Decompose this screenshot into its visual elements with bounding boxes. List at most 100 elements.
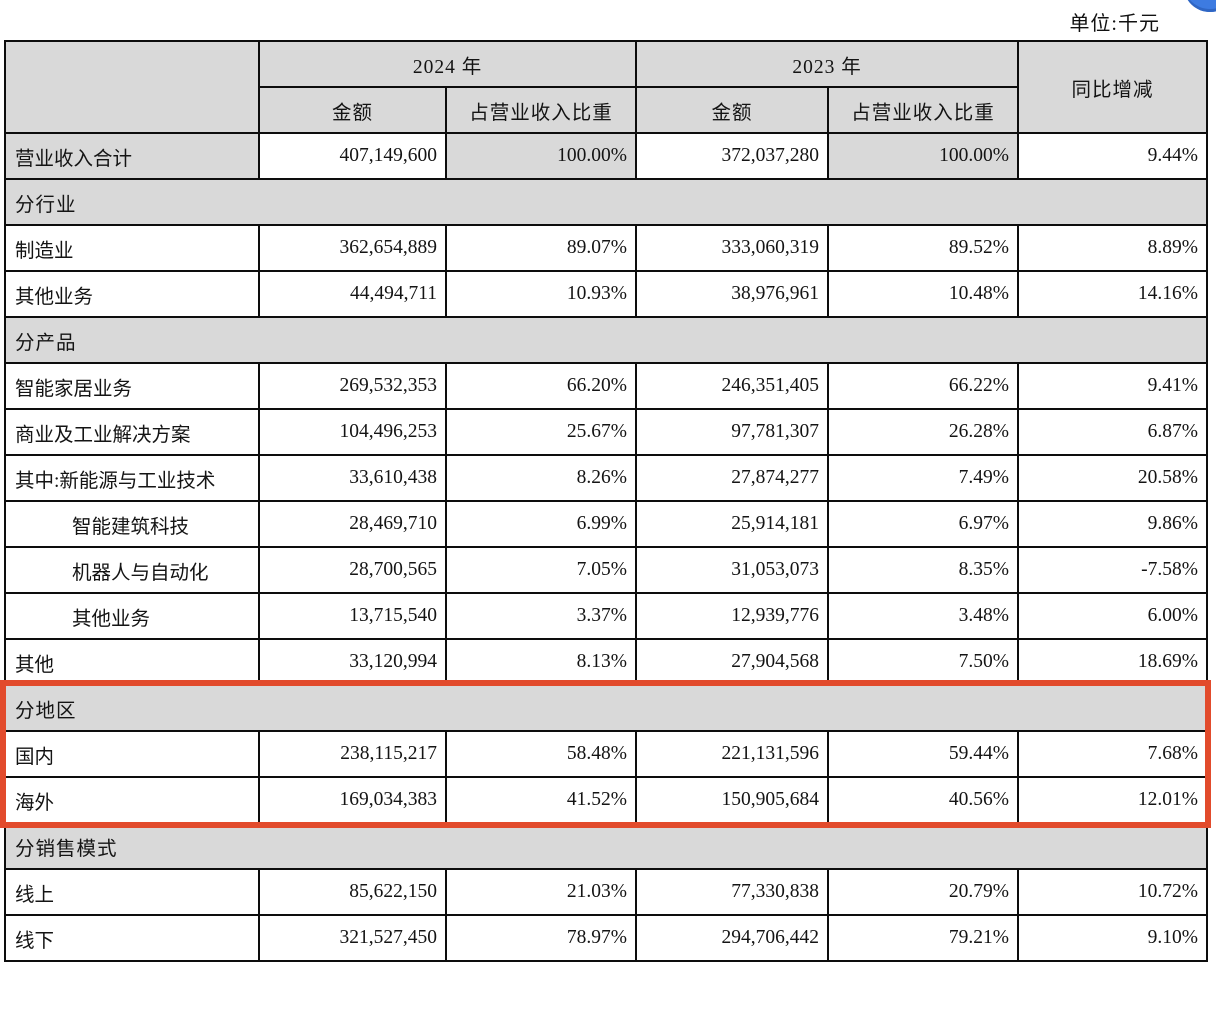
table-row: 机器人与自动化 28,700,565 7.05% 31,053,073 8.35% -7.…	[4, 546, 1209, 594]
amount-2024-cell: 169,034,383	[258, 776, 447, 824]
table-row: 智能建筑科技 28,469,710 6.99% 25,914,181 6.97% 9.86…	[4, 500, 1209, 548]
yoy-cell: 20.58%	[1017, 454, 1209, 502]
amount-2024-cell: 321,527,450	[258, 914, 447, 962]
row-label: 线上	[4, 868, 260, 916]
amount-2024-cell: 104,496,253	[258, 408, 447, 456]
section-row: 分产品	[3, 316, 1209, 364]
section-label: 分地区	[3, 684, 1209, 732]
yoy-cell: 12.01%	[1017, 776, 1209, 824]
amount-2023-cell: 333,060,319	[635, 224, 830, 272]
amount-2024-cell: 407,149,600	[258, 132, 447, 180]
amount-2023-cell: 31,053,073	[635, 546, 830, 594]
yoy-cell: 9.10%	[1017, 914, 1209, 962]
table-row: 其他 33,120,994 8.13% 27,904,568 7.50% 18.69%	[4, 638, 1209, 686]
section-row: 分地区	[3, 684, 1209, 732]
ratio-2023-cell: 8.35%	[827, 546, 1020, 594]
table-row: 线下 321,527,450 78.97% 294,706,442 79.21% 9.10…	[4, 914, 1209, 962]
table-body: 营业收入合计 407,149,600 100.00% 372,037,280 100.0…	[3, 132, 1209, 962]
amount-2023-cell: 246,351,405	[635, 362, 830, 410]
yoy-cell: 6.00%	[1017, 592, 1209, 640]
ratio-2024-cell: 41.52%	[444, 776, 638, 824]
header-row-years: 2024 年 2023 年 同比增减	[4, 40, 1209, 134]
header-yoy: 同比增减	[1017, 40, 1209, 134]
yoy-cell: 9.86%	[1017, 500, 1209, 548]
row-label: 其他业务	[4, 592, 260, 640]
header-year-2023: 2023 年	[635, 40, 1020, 88]
ratio-2024-cell: 8.26%	[444, 454, 638, 502]
ratio-2024-cell: 3.37%	[444, 592, 638, 640]
row-label: 智能建筑科技	[4, 500, 260, 548]
yoy-cell: 8.89%	[1017, 224, 1209, 272]
ratio-2023-cell: 89.52%	[827, 224, 1020, 272]
clipped-blue-circle-icon[interactable]	[1184, 0, 1216, 12]
table-row: 智能家居业务 269,532,353 66.20% 246,351,405 66.22%…	[4, 362, 1209, 410]
yoy-cell: 6.87%	[1017, 408, 1209, 456]
ratio-2023-cell: 100.00%	[827, 132, 1020, 180]
amount-2024-cell: 13,715,540	[258, 592, 447, 640]
amount-2023-cell: 150,905,684	[635, 776, 830, 824]
ratio-2024-cell: 6.99%	[444, 500, 638, 548]
ratio-2024-cell: 58.48%	[444, 730, 638, 778]
yoy-cell: 14.16%	[1017, 270, 1209, 318]
header-empty-cell	[4, 40, 260, 134]
ratio-2024-cell: 66.20%	[444, 362, 638, 410]
ratio-2023-cell: 59.44%	[827, 730, 1020, 778]
section-label: 分销售模式	[3, 822, 1209, 870]
amount-2023-cell: 77,330,838	[635, 868, 830, 916]
amount-2024-cell: 28,700,565	[258, 546, 447, 594]
ratio-2024-cell: 25.67%	[444, 408, 638, 456]
table-row: 线上 85,622,150 21.03% 77,330,838 20.79% 10.72%	[4, 868, 1209, 916]
table-row: 商业及工业解决方案 104,496,253 25.67% 97,781,307 26.2…	[4, 408, 1209, 456]
row-label: 其他	[4, 638, 260, 686]
ratio-2023-cell: 7.50%	[827, 638, 1020, 686]
amount-2024-cell: 269,532,353	[258, 362, 447, 410]
ratio-2023-cell: 66.22%	[827, 362, 1020, 410]
yoy-cell: 9.41%	[1017, 362, 1209, 410]
ratio-2023-cell: 7.49%	[827, 454, 1020, 502]
yoy-cell: 10.72%	[1017, 868, 1209, 916]
header-year-2024: 2024 年	[257, 40, 638, 88]
amount-2023-cell: 38,976,961	[635, 270, 830, 318]
table-row: 其他业务 44,494,711 10.93% 38,976,961 10.48% 14.1…	[4, 270, 1209, 318]
table-row: 其他业务 13,715,540 3.37% 12,939,776 3.48% 6.00%	[4, 592, 1209, 640]
amount-2024-cell: 85,622,150	[258, 868, 447, 916]
yoy-cell: -7.58%	[1017, 546, 1209, 594]
header-amount-2024: 金额	[258, 86, 447, 134]
table-row: 制造业 362,654,889 89.07% 333,060,319 89.52% 8.8…	[4, 224, 1209, 272]
amount-2023-cell: 27,904,568	[635, 638, 830, 686]
amount-2023-cell: 372,037,280	[635, 132, 830, 180]
amount-2023-cell: 27,874,277	[635, 454, 830, 502]
row-label: 营业收入合计	[4, 132, 260, 180]
section-row: 分销售模式	[3, 822, 1209, 870]
section-row: 分行业	[3, 178, 1209, 226]
row-label: 海外	[4, 776, 260, 824]
ratio-2024-cell: 8.13%	[444, 638, 638, 686]
ratio-2023-cell: 10.48%	[827, 270, 1020, 318]
ratio-2024-cell: 100.00%	[444, 132, 638, 180]
table-row: 营业收入合计 407,149,600 100.00% 372,037,280 100.0…	[4, 132, 1209, 180]
table-row: 国内 238,115,217 58.48% 221,131,596 59.44% 7.68…	[4, 730, 1209, 778]
table-row: 其中:新能源与工业技术 33,610,438 8.26% 27,874,277 7.49…	[4, 454, 1209, 502]
amount-2024-cell: 238,115,217	[258, 730, 447, 778]
header-ratio-2023: 占营业收入比重	[827, 86, 1020, 134]
section-label: 分行业	[3, 178, 1209, 226]
ratio-2023-cell: 3.48%	[827, 592, 1020, 640]
yoy-cell: 9.44%	[1017, 132, 1209, 180]
amount-2023-cell: 221,131,596	[635, 730, 830, 778]
row-label: 商业及工业解决方案	[4, 408, 260, 456]
amount-2023-cell: 294,706,442	[635, 914, 830, 962]
amount-2024-cell: 44,494,711	[258, 270, 447, 318]
row-label: 其中:新能源与工业技术	[4, 454, 260, 502]
amount-2024-cell: 362,654,889	[258, 224, 447, 272]
amount-2024-cell: 33,610,438	[258, 454, 447, 502]
ratio-2024-cell: 21.03%	[444, 868, 638, 916]
ratio-2023-cell: 26.28%	[827, 408, 1020, 456]
header-row-columns: 金额 占营业收入比重 金额 占营业收入比重	[5, 86, 1207, 134]
amount-2024-cell: 33,120,994	[258, 638, 447, 686]
ratio-2024-cell: 7.05%	[444, 546, 638, 594]
revenue-breakdown-table: 2024 年 2023 年 同比增减 金额 占营业收入比重 金额 占营业收入比重…	[3, 40, 1209, 962]
ratio-2023-cell: 40.56%	[827, 776, 1020, 824]
row-label: 线下	[4, 914, 260, 962]
row-label: 其他业务	[4, 270, 260, 318]
amount-2023-cell: 97,781,307	[635, 408, 830, 456]
